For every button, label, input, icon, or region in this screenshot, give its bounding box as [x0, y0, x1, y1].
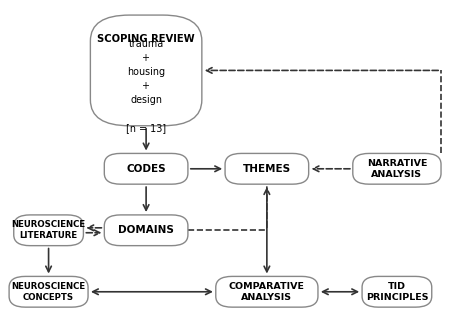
FancyBboxPatch shape [91, 15, 202, 126]
FancyBboxPatch shape [14, 215, 83, 246]
Text: NEUROSCIENCE
LITERATURE: NEUROSCIENCE LITERATURE [11, 220, 86, 240]
Text: DOMAINS: DOMAINS [118, 225, 174, 235]
Text: THEMES: THEMES [243, 164, 291, 174]
Text: COMPARATIVE
ANALYSIS: COMPARATIVE ANALYSIS [229, 282, 305, 302]
FancyBboxPatch shape [216, 276, 318, 307]
Text: SCOPING REVIEW: SCOPING REVIEW [97, 34, 195, 44]
FancyBboxPatch shape [362, 276, 432, 307]
FancyBboxPatch shape [104, 153, 188, 184]
FancyBboxPatch shape [353, 153, 441, 184]
FancyBboxPatch shape [225, 153, 309, 184]
Text: trauma
+
housing
+
design

[n = 13]: trauma + housing + design [n = 13] [126, 25, 166, 133]
Text: CODES: CODES [126, 164, 166, 174]
FancyBboxPatch shape [104, 215, 188, 246]
Text: NEUROSCIENCE
CONCEPTS: NEUROSCIENCE CONCEPTS [11, 282, 86, 302]
FancyBboxPatch shape [9, 276, 88, 307]
Text: TID
PRINCIPLES: TID PRINCIPLES [365, 282, 428, 302]
Text: NARRATIVE
ANALYSIS: NARRATIVE ANALYSIS [367, 159, 427, 179]
